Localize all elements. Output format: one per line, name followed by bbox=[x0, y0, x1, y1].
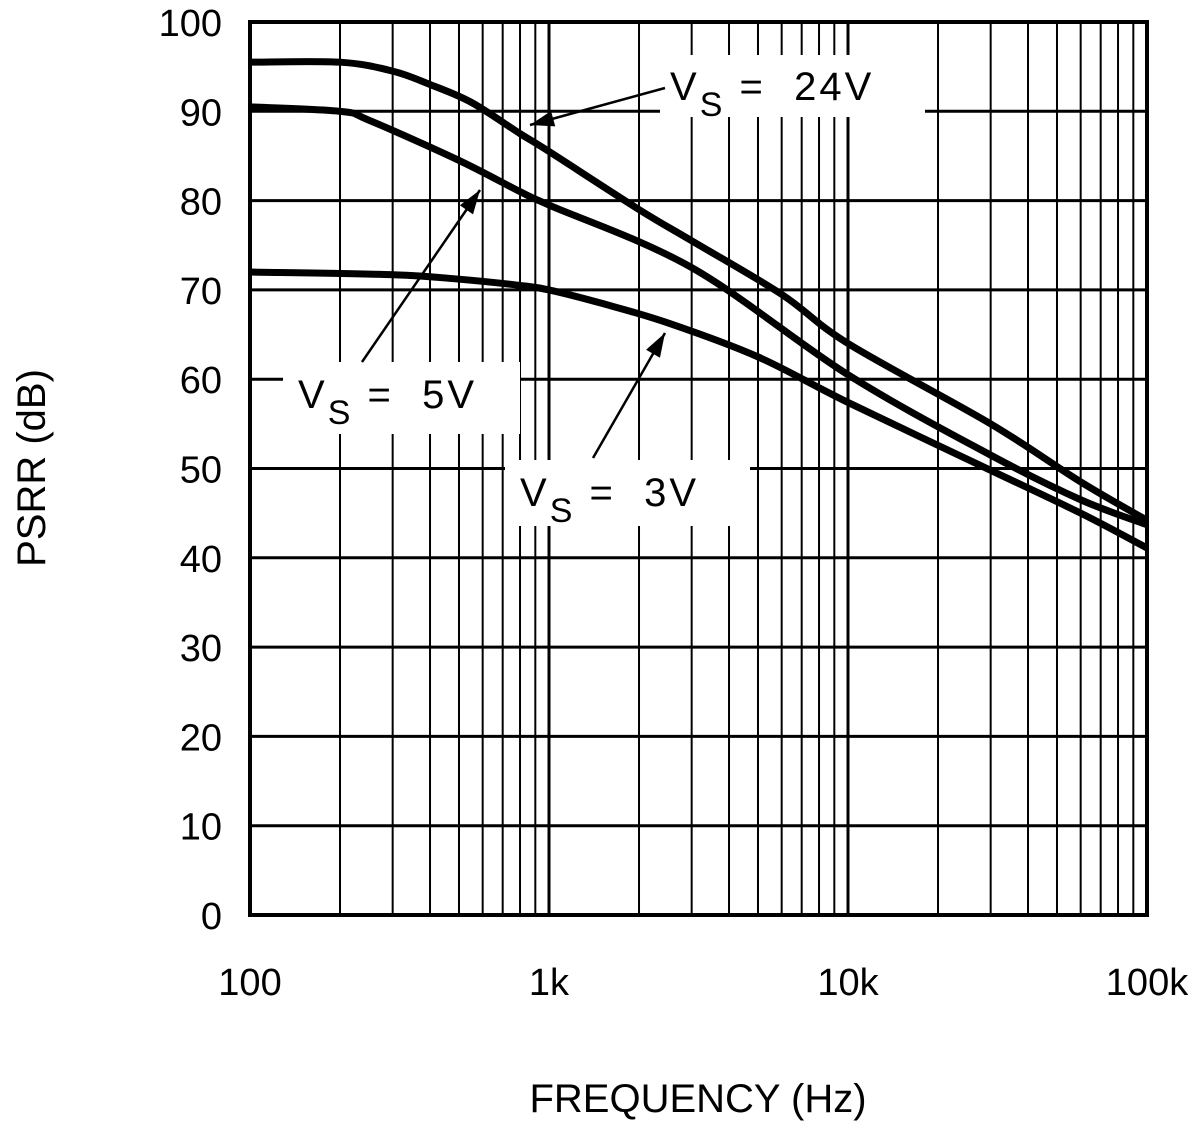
y-tick-label: 100 bbox=[159, 3, 222, 45]
y-tick-label: 50 bbox=[180, 450, 222, 492]
series-line-1 bbox=[249, 103, 1149, 529]
y-tick-label: 10 bbox=[180, 807, 222, 849]
y-tick-label: 20 bbox=[180, 717, 222, 759]
annotation-label: VS = 24V bbox=[670, 65, 874, 124]
x-tick-label: 1k bbox=[529, 962, 570, 1004]
x-tick-label: 100k bbox=[1106, 962, 1189, 1004]
arrow-head-icon bbox=[530, 110, 556, 127]
arrow-head-icon bbox=[459, 190, 480, 215]
y-tick-label: 40 bbox=[180, 539, 222, 581]
y-tick-label: 80 bbox=[180, 182, 222, 224]
annotation-main: V bbox=[670, 65, 700, 109]
x-tick-label: 10k bbox=[817, 962, 879, 1004]
y-tick-label: 0 bbox=[201, 896, 222, 938]
annotation-box bbox=[283, 362, 520, 434]
annotation-box bbox=[660, 55, 925, 117]
series-line-2 bbox=[249, 268, 1149, 552]
y-axis-label: PSRR (dB) bbox=[10, 369, 54, 567]
arrow-line bbox=[360, 189, 482, 363]
annotation-subscript: S bbox=[328, 394, 354, 432]
y-tick-label: 70 bbox=[180, 271, 222, 313]
x-tick-label: 100 bbox=[218, 962, 281, 1004]
annotation-value: = 3V bbox=[575, 471, 699, 515]
y-tick-label: 90 bbox=[180, 92, 222, 134]
arrow-line bbox=[591, 332, 667, 459]
annotation-value: = 5V bbox=[353, 373, 477, 417]
curves bbox=[249, 58, 1149, 552]
annotation-box bbox=[505, 460, 750, 526]
annotation-value: = 24V bbox=[725, 65, 874, 109]
plot-frame bbox=[248, 20, 1149, 917]
annotation-label: VS = 3V bbox=[520, 471, 699, 530]
annotation-label: VS = 5V bbox=[298, 373, 477, 432]
arrow-head-icon bbox=[646, 333, 665, 358]
annotation-subscript: S bbox=[550, 492, 576, 530]
annotation-main: V bbox=[298, 373, 328, 417]
y-tick-label: 30 bbox=[180, 628, 222, 670]
y-tick-label: 60 bbox=[180, 360, 222, 402]
series-line-0 bbox=[249, 58, 1149, 524]
x-axis-label: FREQUENCY (Hz) bbox=[529, 1077, 866, 1121]
tick-labels: 0 10 20 30 40 50 60 70 80 90 100 100 1k 10k 100k bbox=[159, 3, 1190, 1004]
annotation-main: V bbox=[520, 471, 550, 515]
annotation-subscript: S bbox=[700, 86, 726, 124]
